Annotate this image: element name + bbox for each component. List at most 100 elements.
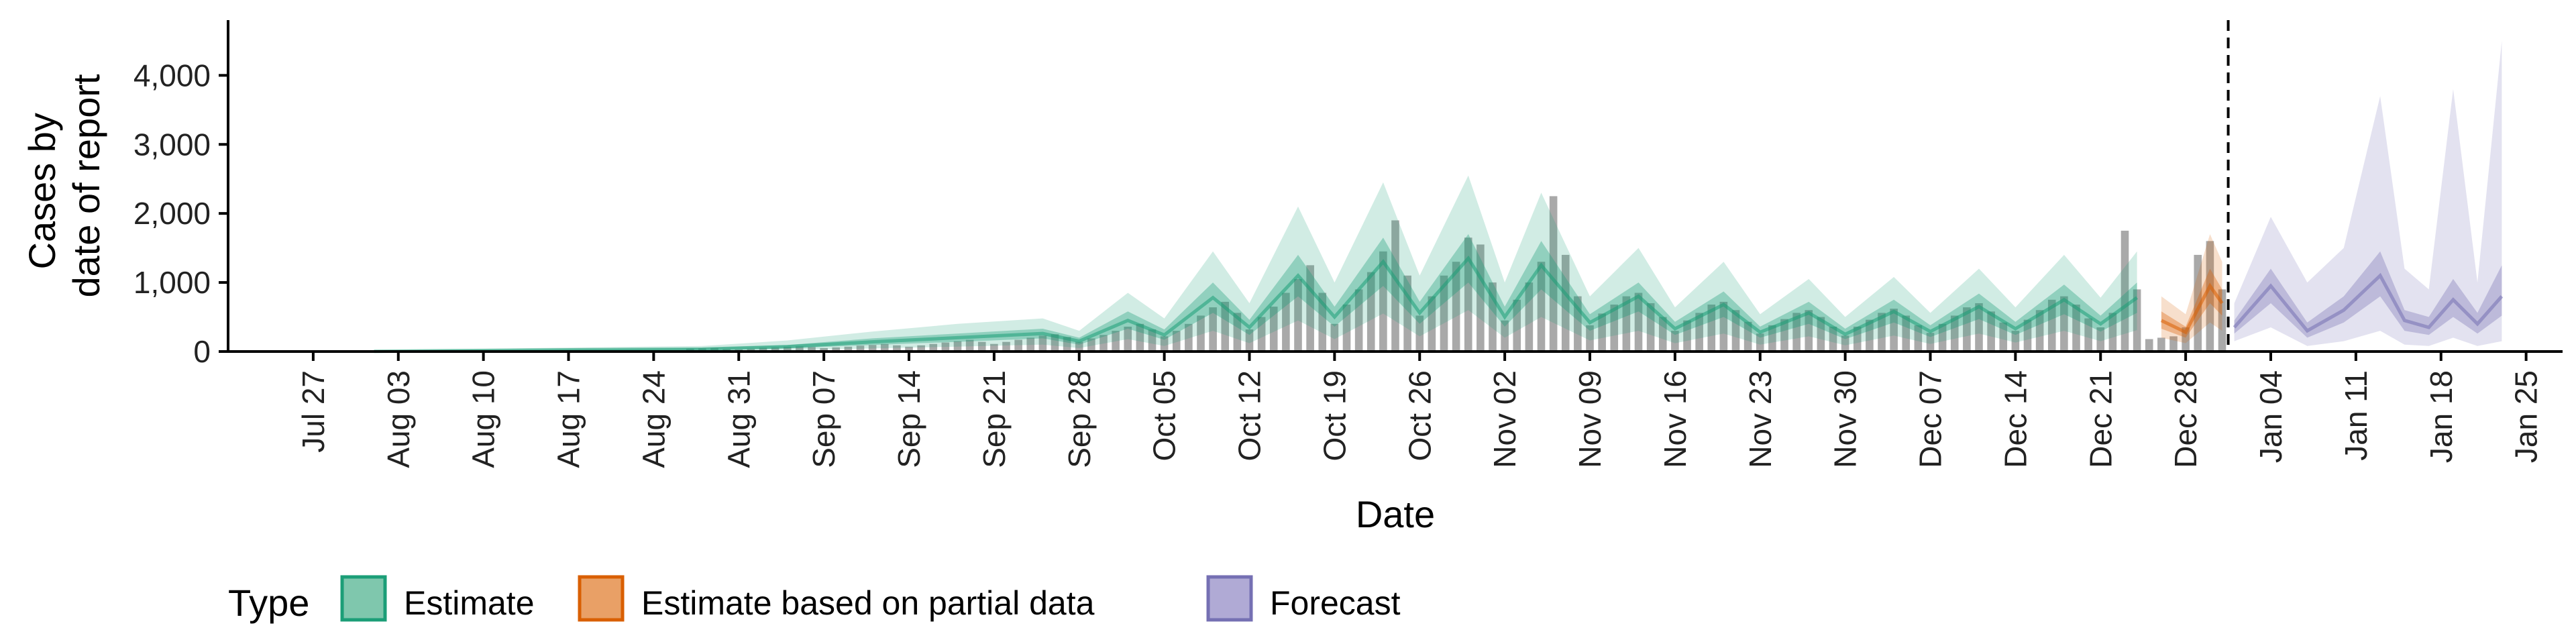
reported-cases-bar [1087,338,1095,352]
reported-cases-bar [1464,237,1472,352]
reported-cases-bar [1185,323,1193,352]
reported-cases-bar [1768,325,1776,352]
x-axis-title: Date [1356,493,1435,535]
reported-cases-bar [1743,321,1752,352]
reported-cases-bar [1257,317,1266,352]
legend-key [578,575,625,622]
reported-cases-bar [1269,307,1278,352]
forecast-outer-band [2234,40,2502,346]
reported-cases-bar [1671,331,1679,352]
legend-key [340,575,387,622]
x-tick-label: Jul 27 [296,370,331,453]
forecast-inner-band [2234,251,2502,338]
reported-cases-bar [1598,313,1606,352]
x-tick-label: Sep 14 [892,370,926,468]
reported-cases-bar [1878,313,1886,352]
reported-cases-bar [1440,275,1448,352]
x-tick-label: Aug 24 [636,370,671,468]
reported-cases-bar [844,346,853,352]
legend-title: Type [228,582,309,624]
x-tick-label: Jan 04 [2253,370,2288,463]
reported-cases-bar [1634,292,1643,352]
reported-cases-bar [1136,323,1144,352]
legend-item: Estimate based on partial data [578,575,1095,622]
legend-label: Estimate [404,584,535,622]
reported-cases-bar [1963,307,1971,352]
y-axis-title: Cases by date of report [21,74,107,298]
reported-cases-bar [1525,282,1534,352]
reported-cases-bar [771,347,780,352]
reported-cases-bar [905,346,913,352]
reported-cases-bar [796,346,804,352]
reported-cases-bar [1330,323,1339,352]
x-tick-label: Jan 18 [2424,370,2459,463]
reported-cases-bar [1306,265,1314,352]
reported-cases-bar [1160,336,1169,352]
reported-cases-bar [1513,299,1521,352]
x-tick-label: Nov 23 [1743,370,1778,468]
reported-cases-bar [941,342,950,352]
x-tick-label: Nov 16 [1658,370,1693,468]
reported-cases-bar [1391,220,1399,352]
reported-cases-bar [1452,262,1460,352]
reported-cases-bar [832,347,841,352]
reported-cases-bar [893,345,901,352]
reported-cases-bar [1866,319,1874,352]
reported-cases-bar [965,339,974,352]
reported-cases-bar [747,348,755,352]
y-tick-label: 1,000 [133,265,211,300]
legend: Type Estimate Estimate based on partial d… [228,575,1401,624]
x-tick-label: Dec 21 [2083,370,2118,468]
legend-key [1206,575,1253,622]
reported-cases-bar [1987,311,1995,352]
x-tick-label: Jan 11 [2339,370,2373,461]
forecast-series [2233,40,2504,346]
reported-cases-bar [2182,327,2190,352]
reported-cases-bar [1926,333,1935,352]
x-tick-label: Aug 31 [721,370,756,468]
reported-cases-bar [2206,241,2214,352]
y-axis-title-line-1: Cases by [21,113,63,269]
reported-cases-bar [1829,326,1837,352]
reported-cases-bar [1477,244,1485,352]
reported-cases-bar [1731,310,1740,352]
x-axis-ticks: Jul 27 Aug 03 Aug 10 Aug 17 Aug 24 Aug 31 Sep … [296,352,2544,468]
reported-cases-bar [1610,305,1619,352]
reported-cases-bar [880,343,889,352]
partial-estimate-outer-band [2161,234,2222,343]
legend-item: Estimate [340,575,535,622]
reported-cases-bar [917,345,925,352]
reported-cases-bar [2157,337,2165,352]
reported-cases-bar [977,341,986,352]
reported-cases-bar [1318,292,1327,352]
reported-cases-bar [1379,251,1387,352]
reported-cases-bar [1075,341,1083,352]
reported-cases-bar [1342,305,1351,352]
reported-cases-bar [1950,315,1959,352]
reported-cases-bar [1038,335,1047,352]
x-tick-label: Aug 10 [466,370,501,468]
reported-cases-bar [783,346,792,352]
estimate-inner-band [374,234,2137,352]
reported-cases-bar [1537,262,1546,352]
reported-cases-bar [1938,323,1947,352]
y-tick-label: 0 [193,334,211,369]
reported-cases-bar [1063,337,1071,352]
x-tick-label: Oct 26 [1402,370,1437,462]
x-tick-label: Aug 03 [381,370,416,468]
reported-cases-bar [1124,326,1132,352]
reported-cases-bar [820,347,828,352]
reported-cases-bar [2084,318,2092,352]
reported-cases-bar [1051,334,1059,352]
reported-cases-bar [1707,305,1716,352]
reported-cases-bars [686,196,2226,352]
partial-estimate-median-line [2160,282,2224,335]
axes: 0 1,000 2,000 3,000 4,000 Jul 27 Aug 03 Aug 10… [133,20,2563,468]
estimate-series [374,175,2139,354]
reported-cases-bar [2121,230,2129,352]
reported-cases-bar [1549,196,1558,352]
legend-items: Estimate Estimate based on partial data Fo… [340,575,1401,622]
reported-cases-bar [2072,305,2080,352]
reported-cases-bar [1914,325,1923,352]
